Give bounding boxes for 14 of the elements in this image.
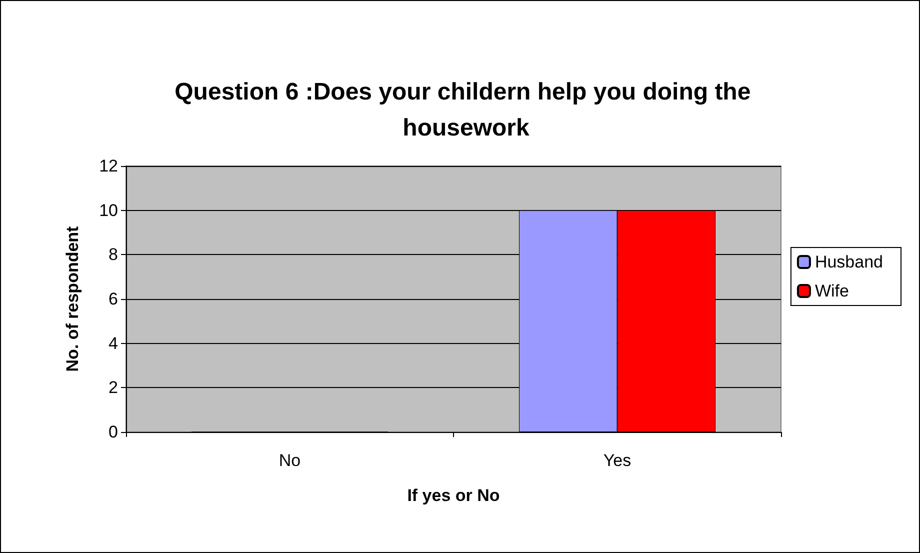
legend-label: Wife [814,282,849,300]
y-tick-label: 8 [108,245,118,264]
y-tick-label: 6 [108,290,118,308]
chart-title: Question 6 :Does your childern help you doing the housework [174,78,758,142]
x-axis-title: If yes or No [407,486,500,505]
y-tick-label: 2 [108,378,118,398]
x-tick-label: Yes [603,451,632,470]
y-axis-title: No. of respondent [63,226,82,372]
x-tick-label: No [278,451,301,470]
legend-label: Husband [814,252,884,272]
y-tick-label: 4 [108,334,118,353]
y-tick-label: 12 [99,156,118,176]
y-tick-label: 0 [108,422,118,442]
y-tick-label: 10 [99,200,118,220]
